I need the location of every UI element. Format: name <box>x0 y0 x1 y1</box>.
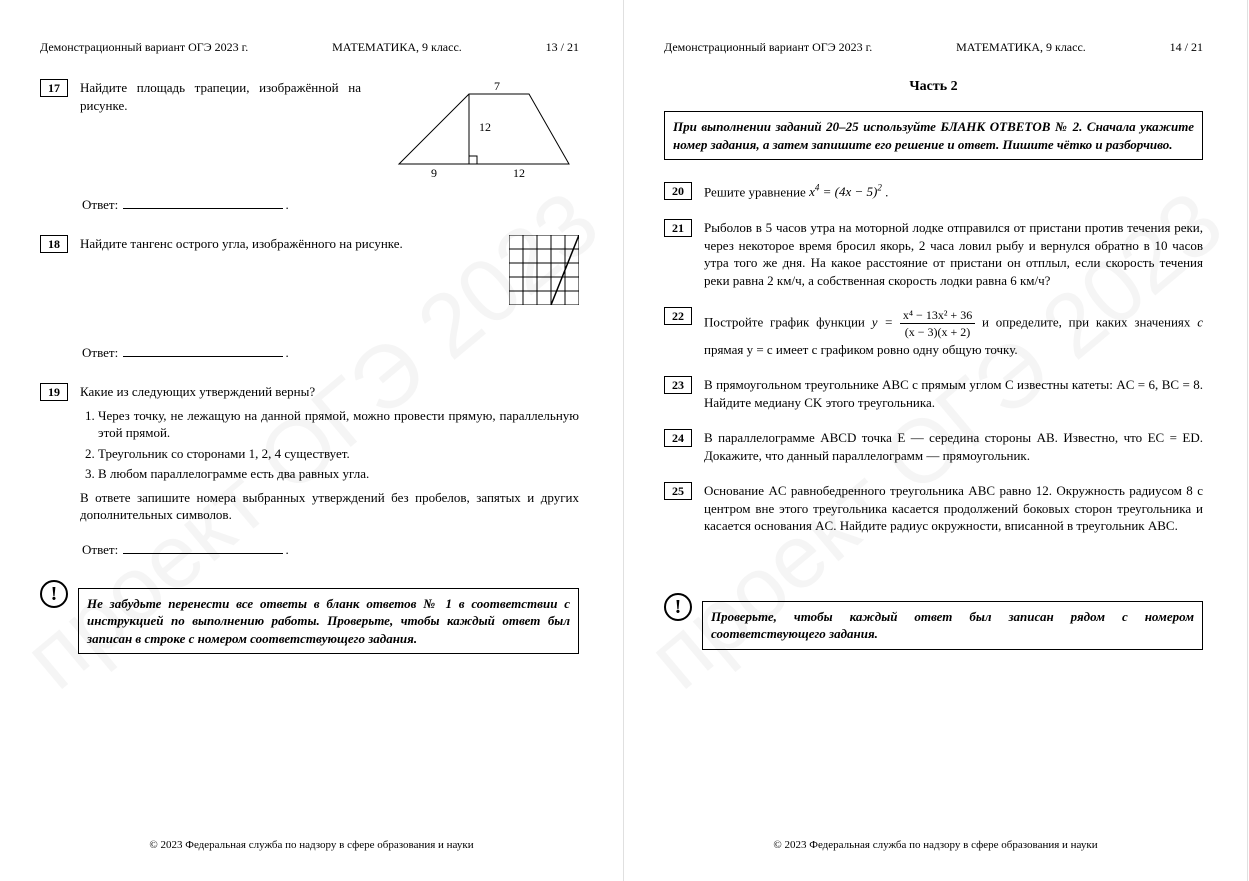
answer-18: Ответ: . <box>82 345 579 361</box>
page-footer: © 2023 Федеральная служба по надзору в с… <box>0 839 623 851</box>
fraction: x⁴ − 13x² + 36 (x − 3)(x + 2) <box>900 307 975 340</box>
page-14: проект ОГЭ 2023 Демонстрационный вариант… <box>624 0 1248 881</box>
notice-text: Не забудьте перенести все ответы в бланк… <box>78 588 579 655</box>
answer-17: Ответ: . <box>82 197 579 213</box>
notice-block: ! Не забудьте перенести все ответы в бла… <box>40 580 579 663</box>
trap-top-label: 7 <box>494 79 500 93</box>
t22-p1: и определите, при каких значениях <box>982 315 1197 330</box>
header-left: Демонстрационный вариант ОГЭ 2023 г. <box>40 40 248 55</box>
page-header: Демонстрационный вариант ОГЭ 2023 г. МАТ… <box>40 40 579 55</box>
task-number: 19 <box>40 383 68 401</box>
exclaim-icon: ! <box>40 580 68 608</box>
task-17: 17 Найдите площадь трапеции, изображённо… <box>40 79 579 179</box>
task-23: 23 В прямоугольном треугольнике ABC с пр… <box>664 376 1203 411</box>
task-20: 20 Решите уравнение x4 = (4x − 5)2 . <box>664 182 1203 201</box>
task-number: 24 <box>664 429 692 447</box>
task-21: 21 Рыболов в 5 часов утра на моторной ло… <box>664 219 1203 289</box>
instruction-box: При выполнении заданий 20–25 используйте… <box>664 111 1203 160</box>
task-body: Какие из следующих утверждений верны? Че… <box>80 383 579 524</box>
task-body: Найдите площадь трапеции, изображённой н… <box>80 79 579 179</box>
task-number: 25 <box>664 482 692 500</box>
part-title: Часть 2 <box>664 79 1203 95</box>
page-footer: © 2023 Федеральная служба по надзору в с… <box>624 839 1247 851</box>
page-header: Демонстрационный вариант ОГЭ 2023 г. МАТ… <box>664 40 1203 55</box>
trap-br-label: 12 <box>513 166 525 179</box>
task-body: Найдите тангенс острого угла, изображённ… <box>80 235 579 305</box>
task-19: 19 Какие из следующих утверждений верны?… <box>40 383 579 524</box>
task-number: 21 <box>664 219 692 237</box>
task-text: Основание AC равнобедренного треугольник… <box>704 482 1203 535</box>
option-1: Через точку, не лежащую на данной прямой… <box>98 407 579 442</box>
notice-text: Проверьте, чтобы каждый ответ был записа… <box>702 601 1203 650</box>
header-page: 13 / 21 <box>546 40 579 55</box>
header-center: МАТЕМАТИКА, 9 класс. <box>332 40 462 55</box>
answer-label: Ответ: <box>82 345 118 360</box>
answer-label: Ответ: <box>82 542 118 557</box>
exclaim-icon: ! <box>664 593 692 621</box>
header-page: 14 / 21 <box>1170 40 1203 55</box>
option-2: Треугольник со сторонами 1, 2, 4 существ… <box>98 445 579 463</box>
task-body: Решите уравнение x4 = (4x − 5)2 . <box>704 182 1203 201</box>
task-number: 23 <box>664 376 692 394</box>
task-text: Какие из следующих утверждений верны? <box>80 383 579 401</box>
trap-height-label: 12 <box>479 120 491 134</box>
page-content: 17 Найдите площадь трапеции, изображённо… <box>40 79 579 662</box>
frac-num: x⁴ − 13x² + 36 <box>900 307 975 324</box>
task-number: 18 <box>40 235 68 253</box>
answer-blank <box>123 553 283 554</box>
answer-label: Ответ: <box>82 197 118 212</box>
answer-blank <box>123 208 283 209</box>
trapezoid-figure: 7 12 9 12 <box>389 79 579 179</box>
task-25: 25 Основание AC равнобедренного треуголь… <box>664 482 1203 535</box>
task-text: В прямоугольном треугольнике ABC с прямы… <box>704 376 1203 411</box>
task-number: 22 <box>664 307 692 325</box>
page-content: Часть 2 При выполнении заданий 20–25 исп… <box>664 79 1203 658</box>
task-posttext: В ответе запишите номера выбранных утвер… <box>80 489 579 524</box>
task-24: 24 В параллелограмме ABCD точка E — сере… <box>664 429 1203 464</box>
t22-p2: прямая y = c имеет с графиком ровно одну… <box>704 342 1018 357</box>
t20-post: . <box>885 184 888 199</box>
task-number: 20 <box>664 182 692 200</box>
options-list: Через точку, не лежащую на данной прямой… <box>80 407 579 483</box>
t22-var: c <box>1197 315 1203 330</box>
grid-figure <box>509 235 579 305</box>
page-13: проект ОГЭ 2023 Демонстрационный вариант… <box>0 0 624 881</box>
header-left: Демонстрационный вариант ОГЭ 2023 г. <box>664 40 872 55</box>
task-number: 17 <box>40 79 68 97</box>
task-22: 22 Постройте график функции y = x⁴ − 13x… <box>664 307 1203 358</box>
answer-blank <box>123 356 283 357</box>
task-text: В параллелограмме ABCD точка E — середин… <box>704 429 1203 464</box>
header-center: МАТЕМАТИКА, 9 класс. <box>956 40 1086 55</box>
task-body: Постройте график функции y = x⁴ − 13x² +… <box>704 307 1203 358</box>
task-text: Найдите площадь трапеции, изображённой н… <box>80 79 361 114</box>
answer-19: Ответ: . <box>82 542 579 558</box>
frac-den: (x − 3)(x + 2) <box>900 324 975 340</box>
task-text: Найдите тангенс острого угла, изображённ… <box>80 236 403 251</box>
task-18: 18 Найдите тангенс острого угла, изображ… <box>40 235 579 305</box>
task-text: Рыболов в 5 часов утра на моторной лодке… <box>704 219 1203 289</box>
trap-bl-label: 9 <box>431 166 437 179</box>
notice-block: ! Проверьте, чтобы каждый ответ был запи… <box>664 593 1203 658</box>
t20-pre: Решите уравнение <box>704 184 809 199</box>
option-3: В любом параллелограмме есть два равных … <box>98 465 579 483</box>
t22-pre: Постройте график функции <box>704 315 872 330</box>
